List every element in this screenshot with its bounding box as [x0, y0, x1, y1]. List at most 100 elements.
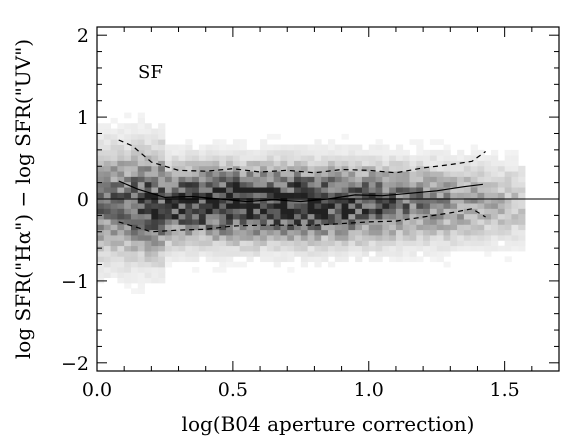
heatmap-cell: [144, 165, 152, 172]
heatmap-cell: [348, 219, 356, 225]
heatmap-cell: [416, 176, 424, 183]
heatmap-cell: [117, 256, 125, 263]
heatmap-cell: [348, 229, 356, 236]
heatmap-cell: [212, 171, 220, 177]
heatmap-cell: [504, 165, 512, 172]
heatmap-cell: [402, 213, 410, 220]
heatmap-cell: [130, 261, 139, 268]
heatmap-cell: [395, 171, 404, 177]
heatmap-cell: [103, 128, 111, 135]
heatmap-cell: [110, 171, 118, 177]
heatmap-cell: [497, 213, 506, 220]
heatmap-cell: [314, 181, 322, 188]
heatmap-cell: [470, 192, 478, 199]
heatmap-cell: [423, 197, 431, 204]
heatmap-cell: [287, 251, 295, 257]
heatmap-cell: [334, 235, 342, 241]
heatmap-cell: [477, 203, 485, 209]
heatmap-cell: [103, 208, 111, 215]
heatmap-cell: [110, 245, 118, 252]
heatmap-cell: [232, 261, 241, 268]
heatmap-cell: [212, 208, 220, 215]
heatmap-cell: [97, 187, 105, 193]
heatmap-cell: [178, 229, 186, 236]
heatmap-cell: [450, 235, 458, 241]
series-lines: [97, 139, 559, 233]
heatmap-cell: [110, 272, 118, 279]
heatmap-cell: [355, 176, 363, 183]
heatmap-cell: [470, 149, 478, 156]
heatmap-cell: [504, 160, 512, 167]
heatmap-cell: [198, 144, 207, 151]
heatmap-cell: [450, 171, 458, 177]
heatmap-cell: [511, 171, 519, 177]
heatmap-cell: [137, 128, 145, 135]
heatmap-cell: [232, 203, 241, 209]
heatmap-cell: [205, 171, 213, 177]
heatmap-cell: [151, 213, 159, 220]
heatmap-cell: [348, 251, 356, 257]
heatmap-cell: [504, 181, 512, 188]
heatmap-cell: [110, 261, 118, 268]
heatmap-cell: [348, 235, 356, 241]
heatmap-cell: [137, 235, 145, 241]
y-tick-label: 2: [77, 25, 89, 47]
heatmap-cell: [321, 171, 329, 177]
heatmap-cell: [212, 144, 220, 151]
heatmap-cell: [450, 203, 458, 209]
heatmap-cell: [246, 213, 254, 220]
heatmap-cell: [497, 171, 506, 177]
heatmap-cell: [382, 240, 390, 247]
heatmap-cell: [375, 181, 383, 188]
heatmap-cell: [239, 251, 247, 257]
heatmap-cell: [402, 224, 410, 231]
heatmap-cell: [103, 123, 111, 129]
heatmap-cell: [328, 155, 336, 161]
heatmap-cell: [103, 181, 111, 188]
heatmap-cell: [117, 139, 125, 145]
heatmap-cell: [124, 203, 132, 209]
heatmap-cell: [423, 171, 431, 177]
heatmap-cell: [307, 176, 315, 183]
heatmap-cell: [294, 144, 302, 151]
heatmap-cell: [361, 160, 370, 167]
heatmap-cell: [518, 224, 526, 231]
heatmap-cell: [232, 160, 241, 167]
heatmap-cell: [429, 251, 438, 257]
heatmap-cell: [192, 176, 200, 183]
heatmap-cell: [164, 187, 173, 193]
heatmap-cell: [151, 272, 159, 279]
heatmap-cell: [307, 165, 315, 172]
heatmap-cell: [504, 256, 512, 263]
heatmap-cell: [110, 256, 118, 263]
heatmap-cell: [117, 245, 125, 252]
heatmap-cell: [463, 240, 472, 247]
heatmap-cell: [477, 149, 485, 156]
heatmap-cell: [436, 192, 444, 199]
heatmap-cell: [178, 256, 186, 263]
heatmap-cell: [361, 197, 370, 204]
heatmap-cell: [178, 176, 186, 183]
heatmap-cell: [212, 203, 220, 209]
heatmap-cell: [334, 240, 342, 247]
heatmap-cell: [463, 176, 472, 183]
heatmap-cell: [212, 229, 220, 236]
heatmap-cell: [158, 133, 166, 140]
heatmap-cell: [402, 229, 410, 236]
heatmap-cell: [423, 208, 431, 215]
heatmap-cell: [463, 235, 472, 241]
heatmap-cell: [470, 176, 478, 183]
heatmap-cell: [273, 251, 281, 257]
heatmap-cell: [328, 139, 336, 145]
heatmap-cell: [253, 171, 261, 177]
heatmap-cell: [171, 256, 179, 263]
heatmap-cell: [130, 277, 139, 284]
heatmap-cell: [314, 213, 322, 220]
heatmap-cell: [124, 176, 132, 183]
heatmap-cell: [436, 139, 444, 145]
heatmap-cell: [192, 192, 200, 199]
heatmap-cell: [185, 213, 193, 220]
heatmap-cell: [334, 144, 342, 151]
heatmap-cell: [443, 176, 451, 183]
heatmap-cell: [389, 240, 397, 247]
